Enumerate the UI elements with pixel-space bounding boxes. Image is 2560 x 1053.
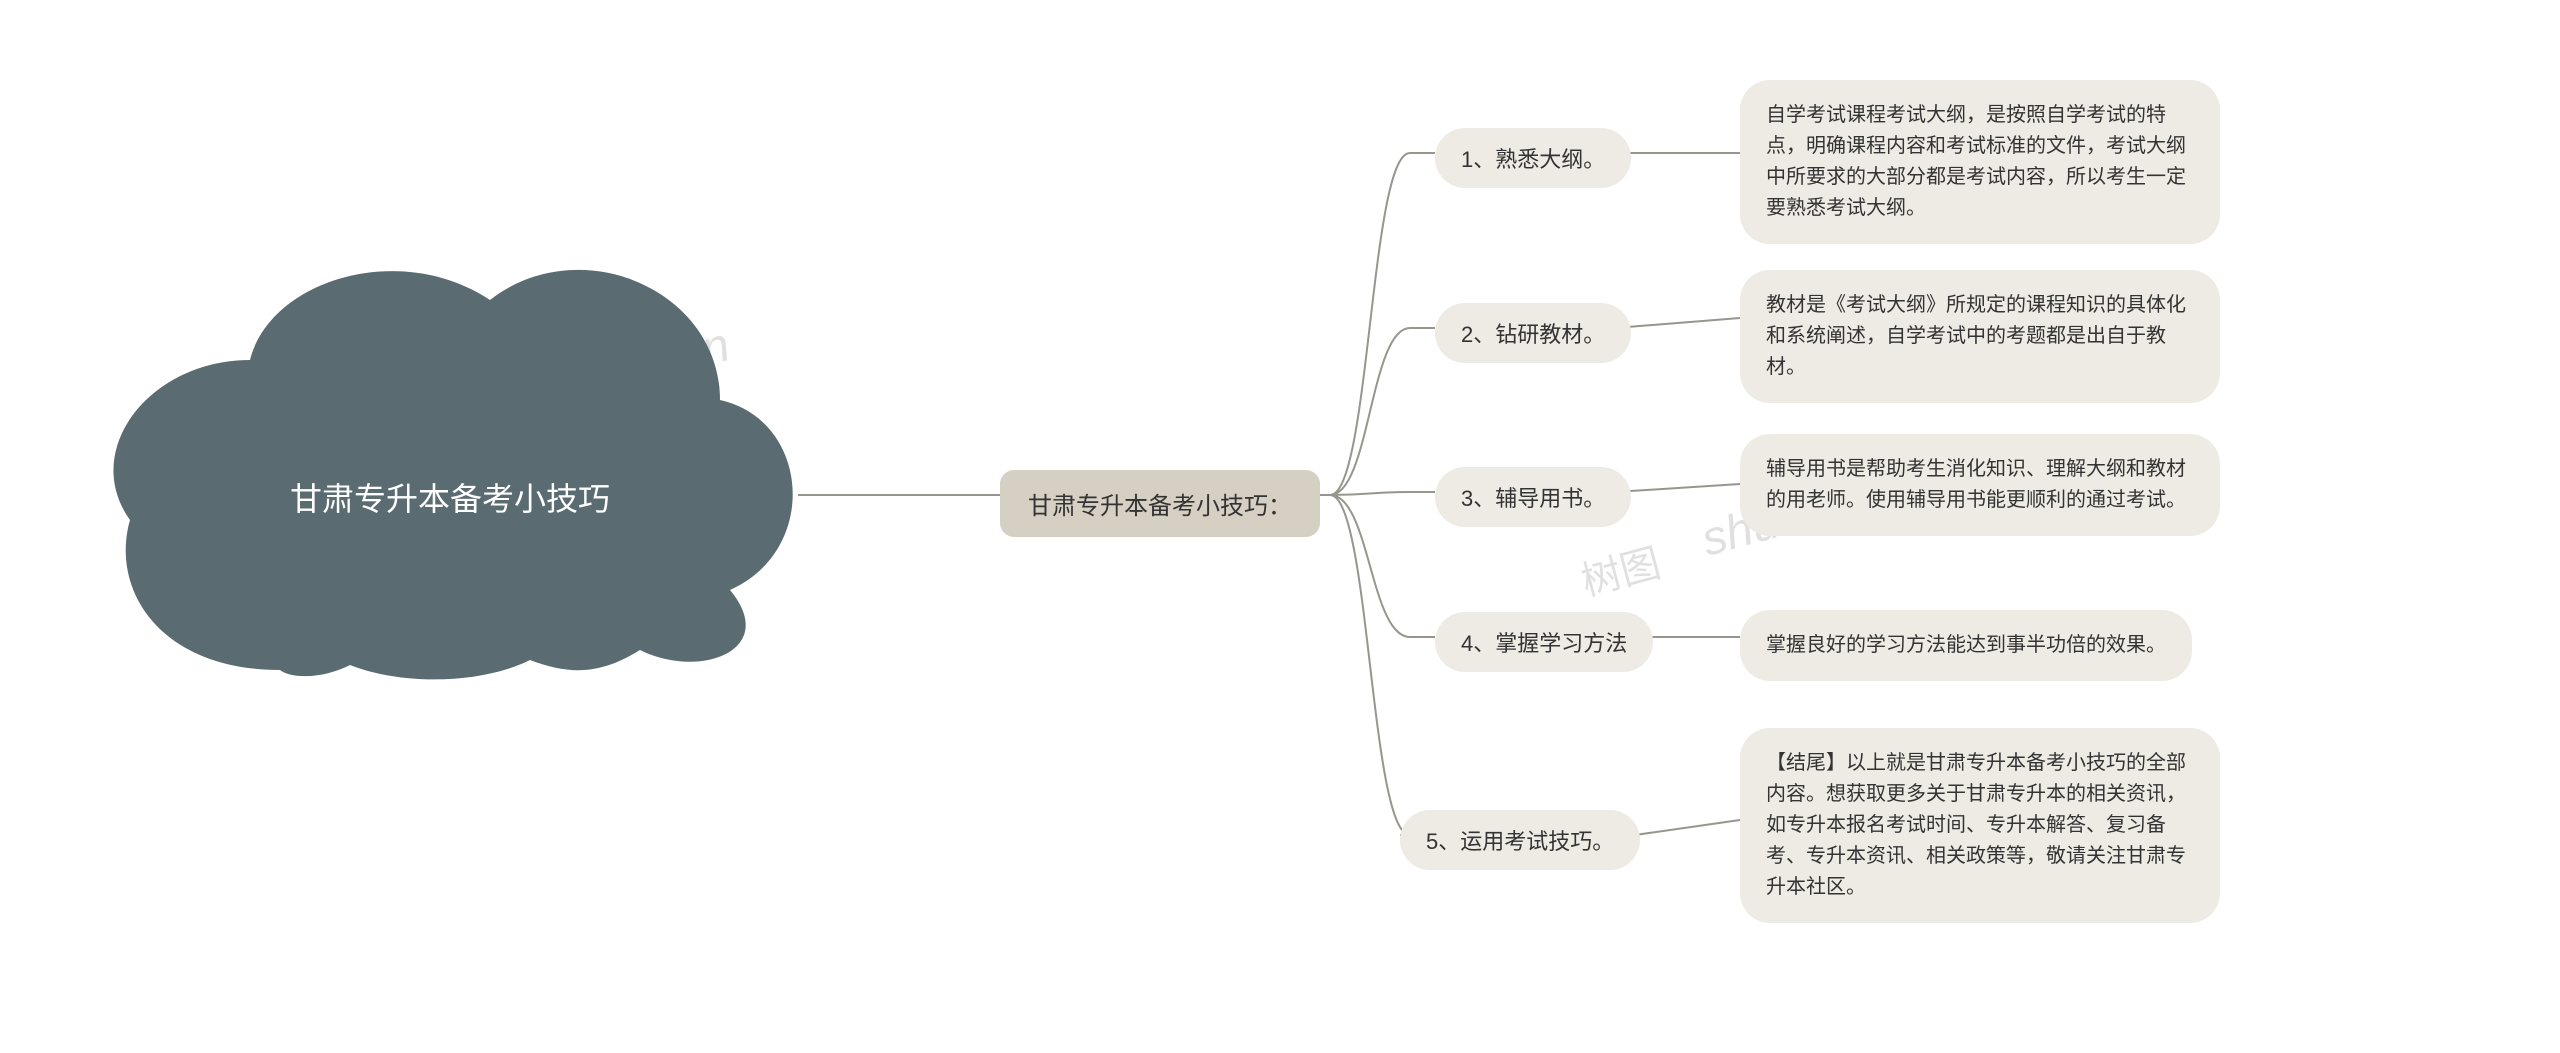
branch-1: 1、熟悉大纲。 [1435,128,1631,188]
leaf-2: 教材是《考试大纲》所规定的课程知识的具体化和系统阐述，自学考试中的考题都是出自于… [1740,270,2220,403]
leaf-1: 自学考试课程考试大纲，是按照自学考试的特点，明确课程内容和考试标准的文件，考试大… [1740,80,2220,244]
cloud-root: 甘肃专升本备考小技巧 [100,230,800,690]
cloud-title: 甘肃专升本备考小技巧 [290,474,610,520]
leaf-3: 辅导用书是帮助考生消化知识、理解大纲和教材的用老师。使用辅导用书能更顺利的通过考… [1740,434,2220,536]
branch-5: 5、运用考试技巧。 [1400,810,1640,870]
root-node: 甘肃专升本备考小技巧： [1000,470,1320,537]
watermark-cn-2: 树图 [1574,531,1666,608]
leaf-5: 【结尾】以上就是甘肃专升本备考小技巧的全部内容。想获取更多关于甘肃专升本的相关资… [1740,728,2220,923]
branch-3: 3、辅导用书。 [1435,467,1631,527]
branch-2: 2、钻研教材。 [1435,303,1631,363]
leaf-4: 掌握良好的学习方法能达到事半功倍的效果。 [1740,610,2192,681]
branch-4: 4、掌握学习方法 [1435,612,1653,672]
